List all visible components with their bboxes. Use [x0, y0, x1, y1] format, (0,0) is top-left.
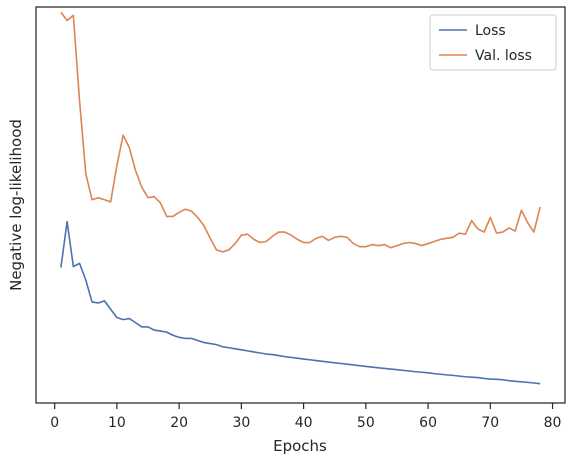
- legend-label-loss: Loss: [475, 23, 506, 39]
- x-axis-label: Epochs: [273, 437, 327, 455]
- x-tick-label: 20: [170, 415, 188, 431]
- x-axis-ticks: 0 10 20 30 40 50 60 70 80: [50, 403, 561, 431]
- x-tick-label: 0: [50, 415, 59, 431]
- x-tick-label: 60: [419, 415, 437, 431]
- x-tick-label: 10: [108, 415, 126, 431]
- legend: Loss Val. loss: [429, 14, 557, 71]
- legend-box: [429, 14, 557, 71]
- legend-label-val-loss: Val. loss: [475, 48, 532, 64]
- y-axis-label: Negative log-likelihood: [7, 119, 25, 291]
- x-tick-label: 80: [544, 415, 562, 431]
- plot-frame: [35, 6, 566, 404]
- series-line-loss: [60, 220, 541, 385]
- x-tick-label: 70: [481, 415, 499, 431]
- x-tick-label: 30: [232, 415, 250, 431]
- plot-lines: [60, 11, 541, 385]
- x-tick-label: 40: [295, 415, 313, 431]
- series-line-val-loss: [60, 11, 541, 253]
- x-tick-label: 50: [357, 415, 375, 431]
